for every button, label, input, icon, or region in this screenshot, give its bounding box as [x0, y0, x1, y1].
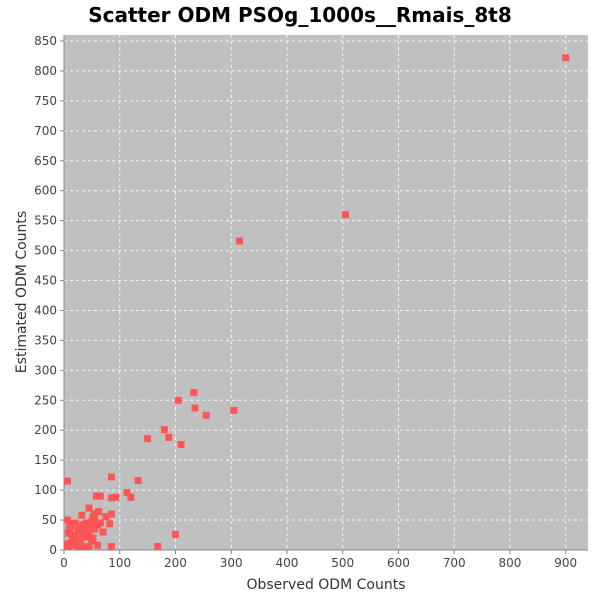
- data-point: [64, 477, 71, 485]
- data-point: [177, 441, 185, 449]
- data-point: [74, 528, 82, 536]
- data-point: [127, 493, 135, 501]
- data-point: [99, 528, 107, 536]
- y-tick-label: 200: [34, 423, 57, 437]
- y-tick-label: 450: [34, 274, 57, 288]
- data-point: [107, 543, 115, 550]
- x-axis-label: Observed ODM Counts: [246, 577, 405, 593]
- data-point: [78, 511, 86, 519]
- y-tick-label: 650: [34, 154, 57, 168]
- y-tick-label: 850: [34, 34, 57, 48]
- data-point: [78, 521, 86, 529]
- data-point: [72, 535, 80, 543]
- data-point: [107, 494, 115, 502]
- data-point: [85, 543, 93, 550]
- data-point: [144, 435, 152, 443]
- data-point: [80, 543, 88, 550]
- data-point: [202, 411, 210, 419]
- data-point: [88, 517, 96, 525]
- y-tick-label: 400: [34, 303, 57, 317]
- x-tick-label: 200: [164, 556, 187, 570]
- data-point: [81, 525, 89, 533]
- y-tick-label: 500: [34, 244, 57, 258]
- y-tick-label: 550: [34, 214, 57, 228]
- data-point: [64, 529, 72, 537]
- data-point: [190, 389, 198, 397]
- data-point: [91, 510, 99, 518]
- data-point: [70, 531, 78, 539]
- grid-lines: [64, 35, 588, 550]
- data-point: [89, 534, 97, 542]
- data-point: [102, 512, 110, 520]
- y-tick-label: 250: [34, 393, 57, 407]
- y-tick-label: 350: [34, 333, 57, 347]
- y-tick-label: 700: [34, 124, 57, 138]
- data-point: [91, 525, 99, 533]
- data-point: [154, 543, 162, 550]
- data-point: [85, 528, 93, 536]
- y-tick-label: 0: [49, 543, 57, 557]
- data-point: [165, 433, 173, 441]
- y-tick-label: 750: [34, 94, 57, 108]
- plot-area: [64, 35, 588, 550]
- data-point: [64, 543, 72, 550]
- data-point: [230, 406, 238, 414]
- data-point: [96, 492, 104, 500]
- data-point: [171, 530, 179, 538]
- data-point: [106, 520, 114, 528]
- y-tick-label: 150: [34, 453, 57, 467]
- y-tick-label: 100: [34, 483, 57, 497]
- data-point: [87, 522, 95, 530]
- data-point: [107, 510, 115, 518]
- y-axis-label: Estimated ODM Counts: [14, 211, 30, 373]
- data-point: [83, 533, 91, 541]
- data-point: [93, 541, 101, 549]
- y-tick-label: 300: [34, 363, 57, 377]
- axis-ticks: 0 100 200 300 400 500 600 700 800 900 0 50 100 150 200…: [34, 34, 588, 570]
- x-tick-label: 400: [276, 556, 299, 570]
- data-point: [96, 519, 104, 527]
- data-point: [191, 404, 199, 412]
- data-point: [123, 489, 131, 497]
- data-point: [77, 537, 85, 545]
- data-point: [85, 504, 93, 512]
- data-point: [112, 493, 120, 501]
- data-point: [92, 492, 100, 500]
- data-point: [80, 531, 88, 539]
- data-point: [67, 539, 75, 547]
- x-tick-label: 500: [331, 556, 354, 570]
- data-point: [95, 508, 103, 516]
- data-point: [74, 543, 82, 550]
- data-point: [174, 396, 182, 404]
- data-point: [68, 522, 76, 530]
- x-tick-label: 900: [554, 556, 577, 570]
- y-tick-label: 600: [34, 184, 57, 198]
- x-tick-label: 700: [443, 556, 466, 570]
- x-tick-label: 0: [60, 556, 68, 570]
- data-point: [562, 54, 570, 62]
- data-points: [64, 54, 570, 550]
- data-point: [236, 237, 244, 245]
- x-tick-label: 800: [499, 556, 522, 570]
- x-tick-label: 600: [387, 556, 410, 570]
- data-point: [82, 519, 90, 527]
- chart-title: Scatter ODM PSOg_1000s__Rmais_8t8: [88, 3, 512, 27]
- data-point: [107, 473, 115, 481]
- data-point: [134, 477, 142, 485]
- y-tick-label: 800: [34, 64, 57, 78]
- data-point: [160, 426, 168, 434]
- x-tick-label: 100: [108, 556, 131, 570]
- x-tick-label: 300: [220, 556, 243, 570]
- y-tick-label: 50: [42, 513, 57, 527]
- data-point: [342, 211, 350, 219]
